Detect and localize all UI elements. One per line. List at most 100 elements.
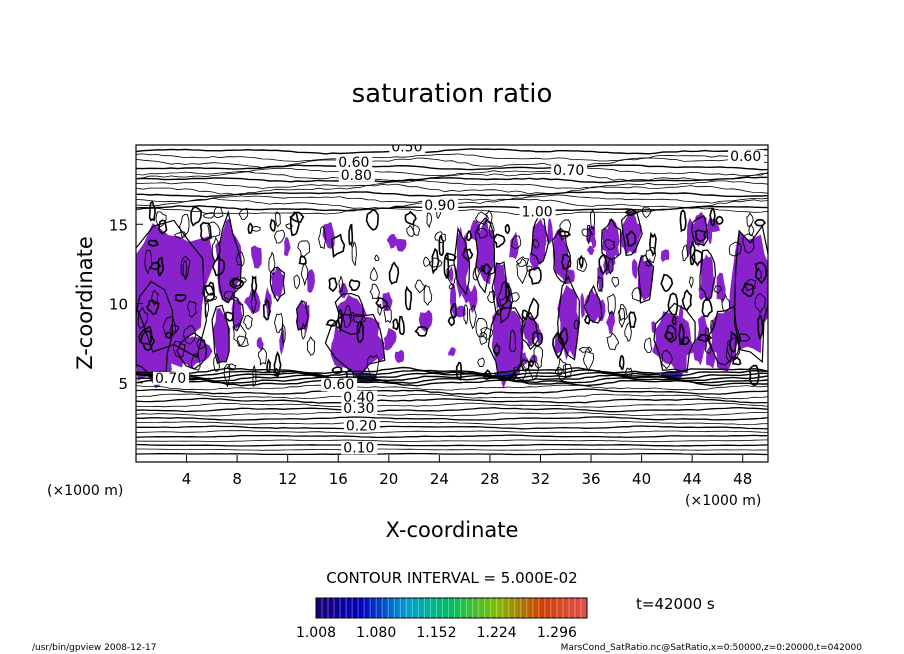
fill-outline	[453, 226, 471, 296]
lower-contour	[136, 411, 768, 417]
fill-region	[652, 311, 696, 377]
fill-speck	[529, 250, 540, 272]
colorbar	[315, 597, 588, 619]
cloud-contour	[251, 225, 261, 232]
fill-outline	[295, 300, 309, 331]
lower-contour	[136, 421, 768, 426]
upper-contour	[136, 164, 768, 171]
y-tick-label: 5	[118, 375, 128, 393]
cloud-contour	[516, 258, 528, 285]
cloud-contour	[625, 367, 633, 379]
x-tick-label: 36	[581, 470, 600, 488]
fill-outline	[583, 284, 603, 324]
cloud-contour	[555, 367, 563, 376]
lower-contour	[136, 439, 768, 443]
x-tick-label: 28	[480, 470, 499, 488]
cloud-contour	[479, 331, 487, 346]
fill-outline	[136, 219, 208, 359]
cloud-contour	[342, 304, 352, 328]
colorbar-label: 1.008	[296, 625, 336, 641]
cloud-contour	[725, 343, 732, 363]
cloud-contour	[145, 299, 160, 316]
cloud-contour	[559, 327, 569, 346]
cloud-contour	[330, 233, 346, 258]
fill-speck	[418, 309, 433, 332]
fill-speck	[499, 307, 509, 320]
cloud-contour	[199, 221, 212, 242]
fill-speck	[386, 233, 399, 249]
upper-contour	[136, 191, 768, 198]
cloud-contour	[754, 261, 767, 285]
cloud-contour	[557, 357, 567, 382]
fill-region	[493, 262, 508, 310]
cloud-contour	[511, 369, 517, 381]
fill-speck	[546, 217, 553, 245]
contour-label-bg	[338, 168, 375, 182]
lower-contour	[136, 397, 768, 404]
cloud-contour	[392, 318, 399, 331]
cloud-contour	[230, 277, 242, 288]
cloud-contour	[755, 266, 762, 282]
fill-speck	[606, 310, 615, 334]
fill-outline	[691, 215, 709, 247]
fill-speck	[394, 349, 405, 363]
fill-speck	[382, 291, 393, 312]
cloud-contour	[746, 212, 754, 228]
contour-label-bg	[519, 205, 556, 219]
cloud-contour	[533, 346, 544, 370]
fill-speck	[384, 327, 397, 346]
cloud-contour	[578, 346, 592, 353]
lower-contour	[136, 402, 768, 408]
contour-label: 0.70	[553, 163, 584, 179]
fill-outline	[491, 261, 508, 316]
fill-speck	[679, 304, 684, 325]
cloud-contour	[414, 279, 426, 294]
cloud-contour	[348, 311, 355, 322]
cloud-contour	[660, 273, 674, 292]
cloud-contour	[628, 311, 637, 329]
cloud-contour	[701, 297, 713, 318]
cloud-contour	[681, 289, 693, 312]
cloud-contour	[690, 249, 703, 267]
cloud-contour	[179, 214, 190, 238]
fill-outline	[324, 313, 386, 379]
fill-region	[136, 283, 172, 389]
x-tick-label: 32	[531, 470, 550, 488]
cloud-contour	[412, 224, 420, 236]
cloud-contour	[713, 285, 723, 295]
cloud-contour	[715, 215, 724, 225]
fill-outline	[653, 302, 696, 374]
cloud-contour	[688, 276, 694, 289]
fill-speck	[525, 320, 533, 335]
cloud-contour	[235, 250, 245, 267]
fill-speck	[686, 228, 692, 258]
cloud-contour	[738, 333, 751, 342]
contour-label: 0.60	[730, 149, 761, 165]
cloud-contour	[300, 262, 309, 287]
fill-outline	[551, 227, 572, 285]
cloud-contour	[148, 200, 156, 222]
cloud-contour	[475, 317, 488, 338]
fill-speck	[501, 341, 508, 348]
fill-speck	[333, 326, 340, 342]
upper-contour	[136, 180, 768, 189]
fill-region	[491, 309, 524, 389]
fill-speck	[395, 238, 407, 252]
cloud-contour	[431, 247, 440, 275]
cloud-contour	[526, 265, 533, 272]
contour-interval-text: CONTOUR INTERVAL = 5.000E-02	[326, 569, 577, 587]
cloud-contour	[573, 318, 579, 329]
fill-region	[552, 228, 570, 280]
cloud-contour	[180, 255, 191, 281]
cloud-contour	[618, 308, 626, 329]
x-tick-label: 4	[182, 470, 192, 488]
fill-outline	[211, 304, 230, 365]
cloud-contour	[307, 336, 316, 356]
fill-speck	[586, 245, 595, 255]
footer-right: MarsCond_SatRatio.nc@SatRatio,x=0:50000,…	[561, 643, 863, 653]
fill-speck	[591, 235, 597, 249]
cloud-contour	[520, 358, 530, 372]
cloud-contour	[732, 356, 742, 366]
cloud-contour	[227, 363, 237, 371]
